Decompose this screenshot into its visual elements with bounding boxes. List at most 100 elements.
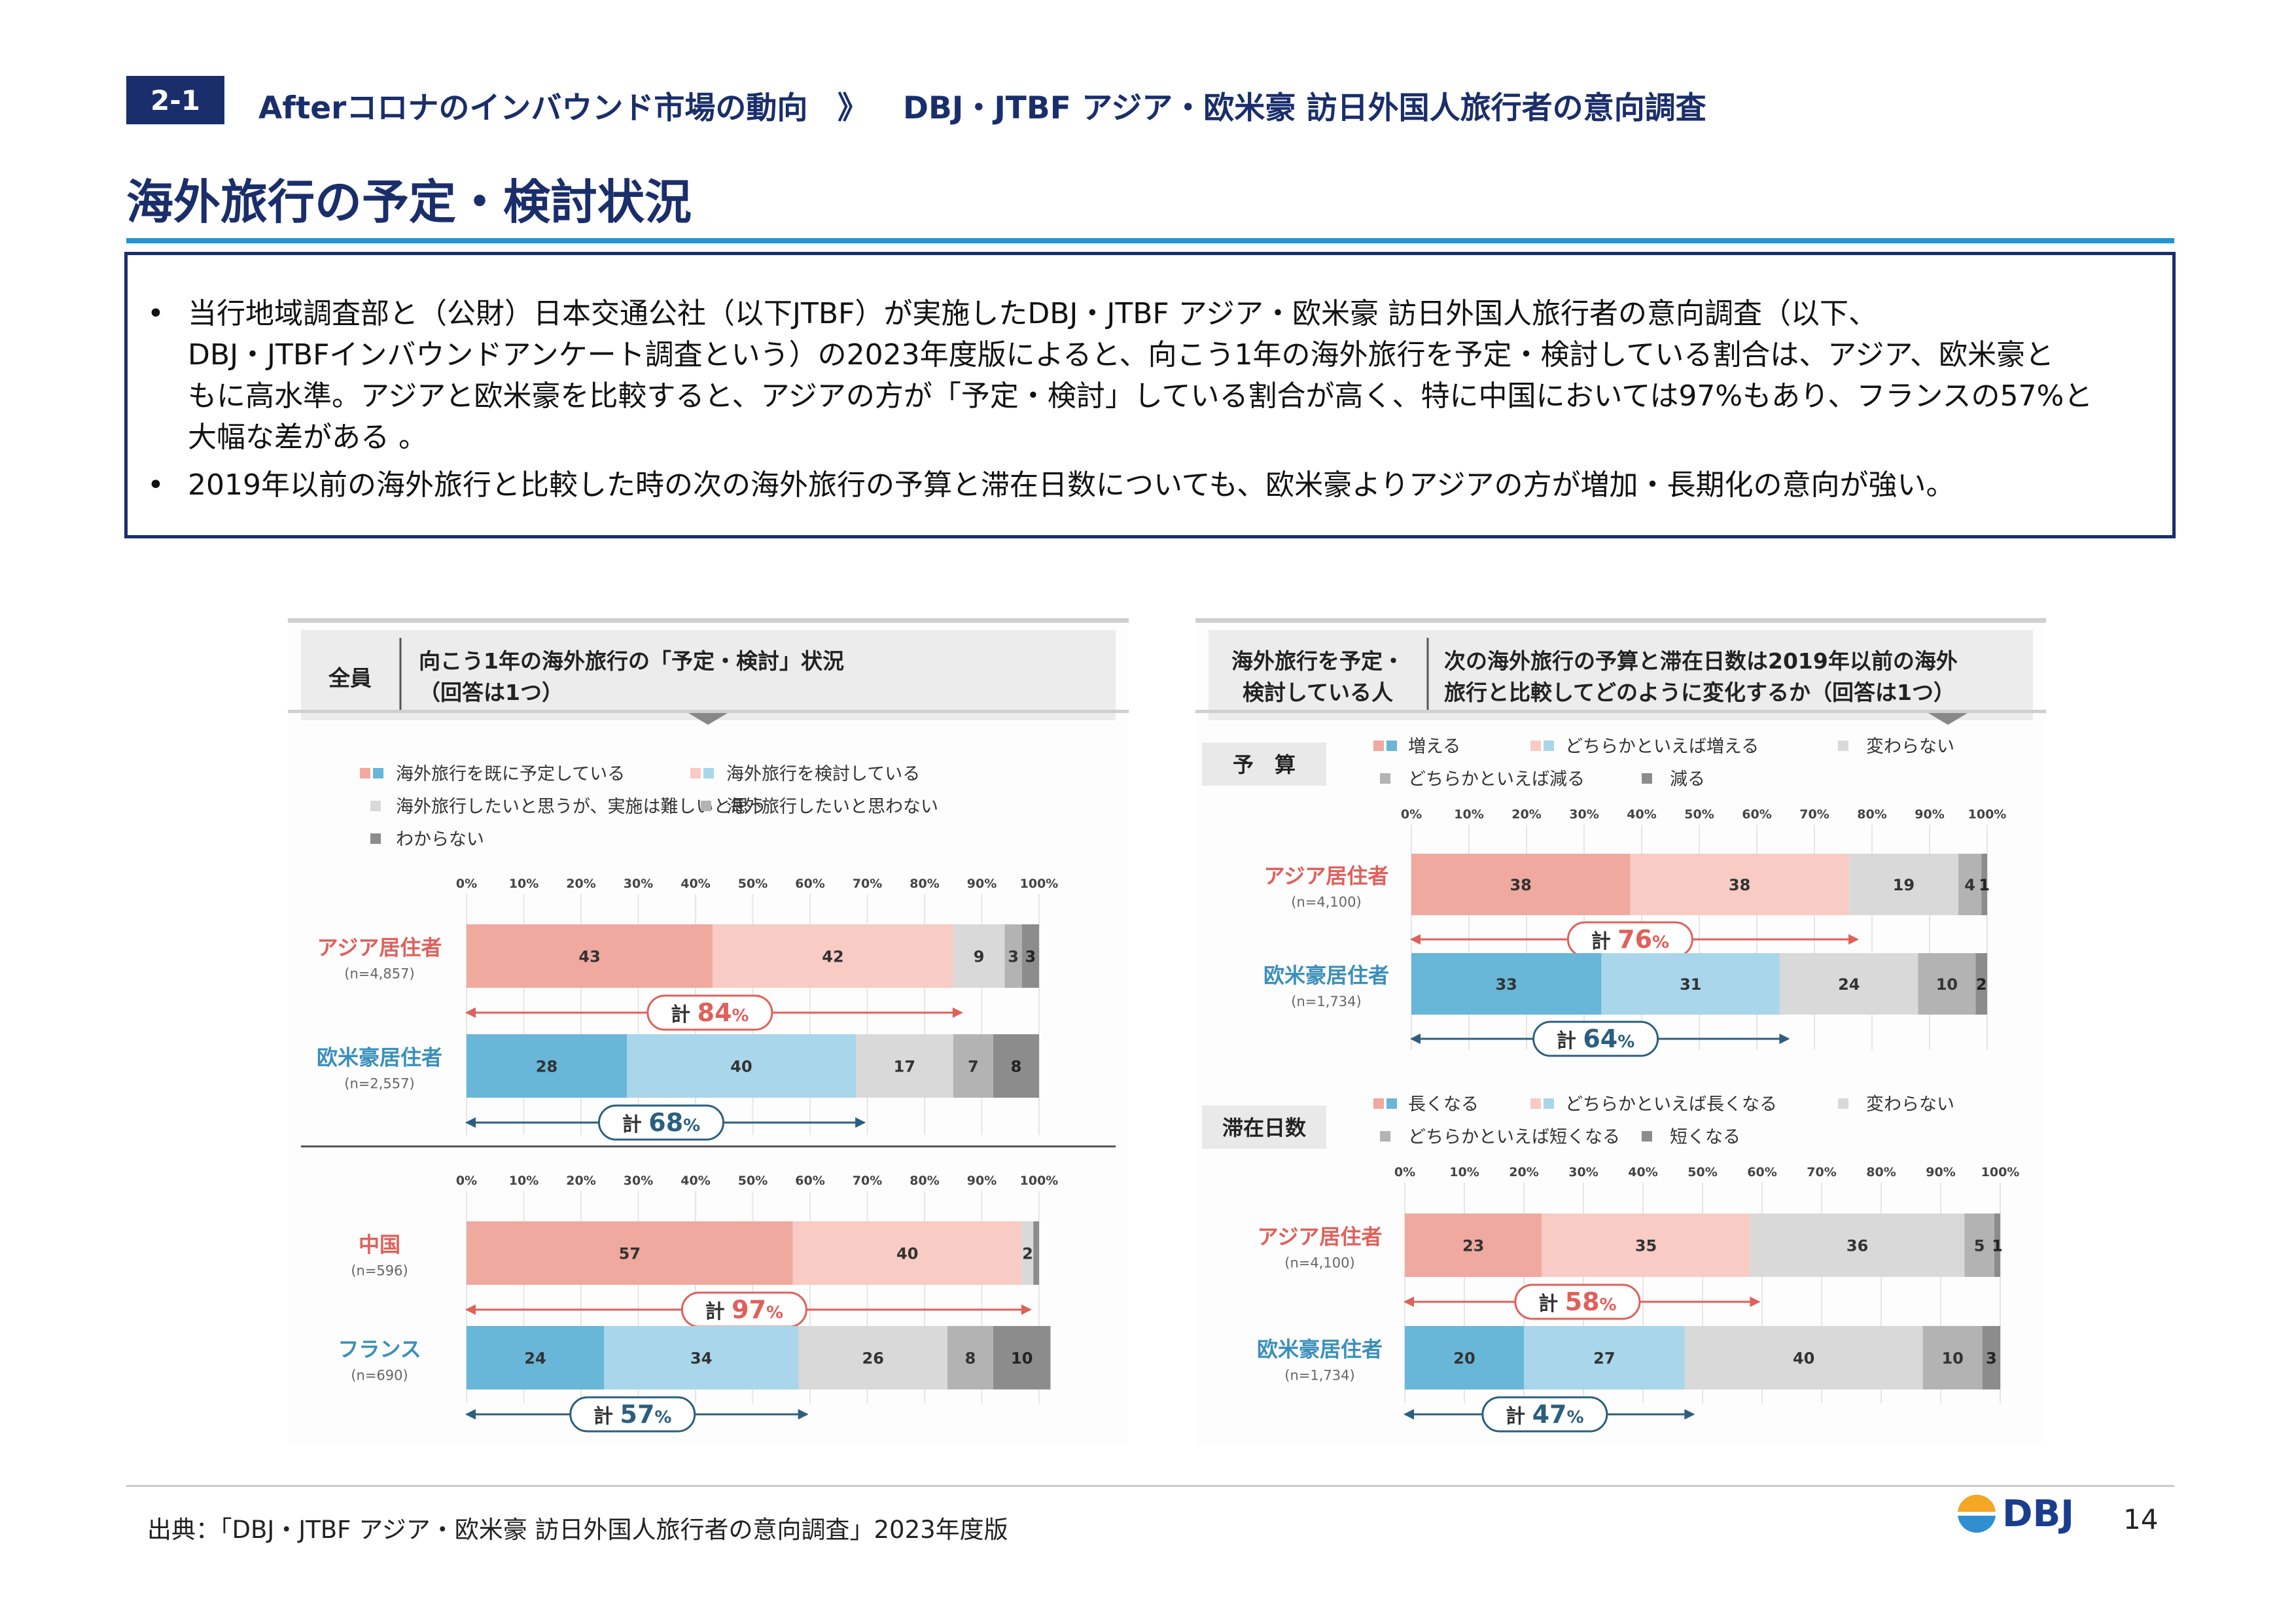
sample-size-label: (n=1,734) [1284,1368,1354,1384]
x-tick-label: 90% [967,1174,997,1188]
bar-segment [1981,854,1987,915]
data-label: 36 [1846,1237,1868,1255]
bar-segment [1405,1326,1524,1389]
sample-size-label: (n=690) [351,1368,408,1384]
source-note: 出典：「DBJ・JTBF アジア・欧米豪 訪日外国人旅行者の意向調査」2023年… [147,1516,1008,1544]
total-badge [569,1396,696,1433]
bar-segment [604,1326,799,1389]
legend-label: どちらかといえば短くなる [1408,1127,1620,1147]
arrow-head-icon [1404,1297,1414,1307]
x-tick-label: 10% [509,877,539,891]
respondent-tag: 全員 [328,665,372,691]
summary-line: DBJ・JTBFインバウンドアンケート調査という）の2023年度版によると、向こ… [188,338,2055,372]
data-label: 10 [1011,1350,1033,1368]
dbj-logo-text: DBJ [2002,1493,2075,1535]
section-tag-label: 予 算 [1233,752,1296,777]
data-label: 2 [1976,975,1987,994]
x-tick-label: 30% [1569,807,1598,822]
header-bottom-border [288,710,1129,713]
legend-swatch [701,801,711,811]
title-divider [126,238,2174,243]
x-tick-label: 50% [1684,807,1714,822]
data-label: 40 [1793,1350,1814,1368]
chart-plan-overall: 0% 10% 20% 30% 40% 50% 60% 70% 80% 90% 100% 43 42 9 3 3… [317,877,1059,1141]
bar-segment [1975,953,1987,1015]
question-line: 旅行と比較してどのように変化するか（回答は1つ） [1444,680,1955,705]
legend-label: 海外旅行を既に予定している [396,764,625,784]
subsection-title: DBJ・JTBF アジア・欧米豪 訪日外国人旅行者の意向調査 [903,90,1706,126]
bar-segment [1780,953,1918,1015]
legend-swatch [1642,1131,1652,1142]
x-tick-label: 20% [566,877,595,891]
sample-size-label: (n=4,100) [1291,894,1361,910]
data-label: 2 [1022,1245,1033,1263]
bar-segment [1542,1213,1750,1277]
arrow-head-icon [798,1409,809,1420]
arrow-head-icon [1779,1034,1790,1044]
sample-size-label: (n=2,557) [344,1076,414,1092]
x-tick-label: 50% [1687,1165,1717,1179]
bar-segment [798,1326,947,1389]
respondent-tag: 海外旅行を予定・ [1231,648,1404,674]
legend-label: 海外旅行したいと思わない [726,797,938,817]
bar-segment [1524,1326,1685,1389]
legend-swatch [370,833,381,844]
data-label: 1 [1979,876,1990,894]
legend-swatch [1386,1098,1397,1109]
total-badge [598,1104,724,1141]
header-pointer-icon [1928,713,1968,725]
bullet-marker: • [147,297,164,330]
chart-plan-china-france: 0% 10% 20% 30% 40% 50% 60% 70% 80% 90% 100% 57 40 2 中国… [338,1174,1058,1433]
section-tag [1202,1106,1326,1149]
section-tag [1202,742,1326,786]
x-tick-label: 20% [1509,1165,1538,1179]
x-tick-label: 0% [456,877,477,891]
x-tick-label: 40% [680,1174,710,1188]
x-tick-label: 10% [1449,1165,1479,1179]
data-label: 4 [1964,876,1975,894]
summary-bullet: • 2019年以前の海外旅行と比較した時の次の海外旅行の予算と滞在日数についても… [147,464,2144,506]
x-tick-label: 70% [1807,1165,1836,1179]
footer-divider [126,1485,2174,1487]
arrow-head-icon [465,1304,476,1315]
data-label: 33 [1495,975,1517,994]
data-label: 10 [1941,1350,1963,1368]
row-label: 欧米豪居住者 [1257,1337,1383,1362]
x-tick-label: 70% [853,877,882,891]
bar-segment [1922,1326,1983,1389]
data-label: 27 [1593,1350,1615,1368]
bar-segment [953,924,1005,988]
bar-segment [1405,1213,1542,1277]
x-tick-label: 20% [1511,807,1541,822]
legend-swatch [1642,773,1652,784]
legend-swatch [1838,741,1848,751]
bar-segment [467,1221,793,1285]
data-label: 17 [894,1058,915,1076]
legend-label: どちらかといえば長くなる [1565,1094,1777,1115]
legend-label: 変わらない [1866,1094,1954,1115]
legend-label: わからない [396,829,484,850]
panel-top-border [1195,618,2046,623]
data-label: 43 [578,948,600,966]
row-label: 欧米豪居住者 [1263,963,1389,988]
question-line: 次の海外旅行の予算と滞在日数は2019年以前の海外 [1444,648,1958,674]
section-divider [301,1145,1116,1147]
breadcrumb-separator-icon: 》 [838,90,868,126]
total-badge [1514,1283,1641,1320]
data-label: 28 [536,1058,557,1076]
arrow-head-icon [1404,1409,1414,1420]
bar-segment [1630,854,1849,915]
data-label: 24 [1838,975,1860,994]
data-label: 1 [1992,1237,2003,1255]
bar-segment [713,924,953,988]
x-tick-label: 0% [1401,807,1422,822]
summary-line: もに高水準。アジアと欧米豪を比較すると、アジアの方が「予定・検討」している割合が… [188,379,2093,413]
arrow-head-icon [952,1007,963,1018]
legend-swatch [690,768,701,778]
x-tick-label: 100% [1020,877,1059,891]
left-chart-svg: 全員 向こう1年の海外旅行の「予定・検討」状況 （回答は1つ） 海外旅行を既に予… [288,618,1129,1433]
bar-segment [993,1326,1051,1389]
total-badge [1481,1396,1608,1433]
x-tick-label: 60% [1747,1165,1776,1179]
